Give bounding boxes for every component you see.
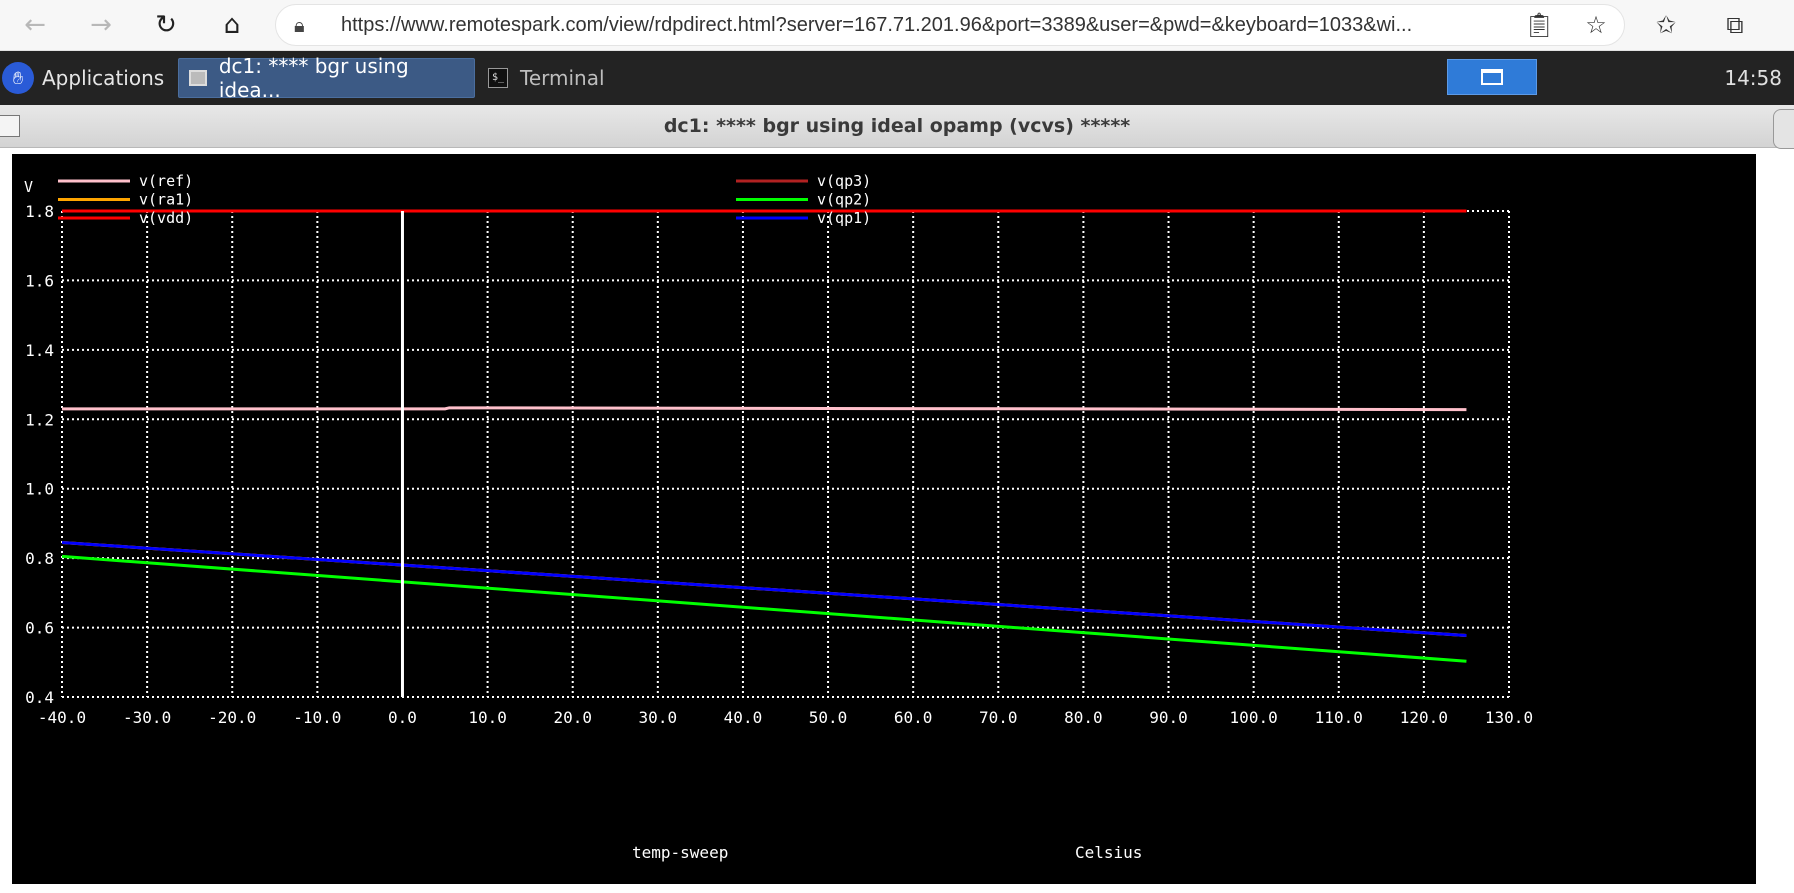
x-tick-label: -40.0 <box>38 708 86 727</box>
taskbar-item-dc1[interactable]: dc1: **** bgr using idea... <box>178 54 475 102</box>
show-desktop-button[interactable] <box>1447 59 1537 95</box>
waveform-plot[interactable]: -40.0 -30.0 -20.0 -10.0 0.0 10.0 20.0 30.0 40.0 5… <box>12 154 1756 884</box>
window-control-edge[interactable] <box>1773 109 1794 149</box>
address-bar[interactable]: 🔒︎ https://www.remotespark.com/view/rdpd… <box>275 4 1625 46</box>
url-text[interactable]: https://www.remotespark.com/view/rdpdire… <box>341 14 1413 36</box>
series-line-vqp2 <box>61 554 1467 663</box>
window-icon <box>189 70 207 86</box>
add-favorite-icon[interactable]: ☆ <box>1585 11 1607 39</box>
browser-toolbar: ← → ↻ ⌂ 🔒︎ https://www.remotespark.com/v… <box>0 0 1794 51</box>
y-tick-label: 1.8 <box>25 202 54 221</box>
x-tick-label: 100.0 <box>1230 708 1278 727</box>
window-title: dc1: **** bgr using ideal opamp (vcvs) *… <box>663 115 1131 137</box>
y-tick-label: 1.4 <box>25 341 54 360</box>
applications-menu[interactable]: ✋︎ Applications <box>0 51 164 105</box>
applications-label: Applications <box>42 66 165 90</box>
back-icon[interactable]: ← <box>24 10 46 40</box>
x-tick-label: -20.0 <box>208 708 256 727</box>
series-lines <box>61 209 1467 663</box>
home-icon[interactable]: ⌂ <box>223 10 241 40</box>
y-tick-label: 0.4 <box>25 688 54 707</box>
x-tick-label: 120.0 <box>1400 708 1448 727</box>
desktop-panel: ✋︎ Applications dc1: **** bgr using idea… <box>0 51 1794 105</box>
legend: v(ref)v(ra1)v(vdd) v(qp3)v(qp2)v(qp1) <box>58 172 871 227</box>
x-axis-label: temp-sweep <box>632 843 728 862</box>
window-titlebar[interactable]: dc1: **** bgr using ideal opamp (vcvs) *… <box>0 105 1794 149</box>
legend-label: v(vdd) <box>139 209 193 227</box>
x-tick-label: 90.0 <box>1149 708 1188 727</box>
series-line-vref <box>62 406 1467 412</box>
x-tick-label: 60.0 <box>894 708 933 727</box>
x-tick-label: 50.0 <box>809 708 848 727</box>
reload-icon[interactable]: ↻ <box>155 10 177 40</box>
plot-window: -40.0 -30.0 -20.0 -10.0 0.0 10.0 20.0 30.0 40.0 5… <box>12 154 1756 884</box>
y-tick-label: 0.8 <box>25 549 54 568</box>
taskbar-item-label: dc1: **** bgr using idea... <box>218 54 409 102</box>
window-menu-icon[interactable] <box>0 115 20 137</box>
legend-label: v(ra1) <box>139 191 193 209</box>
clock: 14:58 <box>1724 66 1782 90</box>
desktop-icon <box>1481 69 1503 85</box>
forward-icon[interactable]: → <box>90 10 112 40</box>
x-tick-label: 70.0 <box>979 708 1018 727</box>
x-tick-label: -30.0 <box>123 708 171 727</box>
y-tick-label: 1.6 <box>25 271 54 290</box>
x-tick-label: 110.0 <box>1315 708 1363 727</box>
x-tick-label: -10.0 <box>293 708 341 727</box>
x-tick-label: 130.0 <box>1485 708 1533 727</box>
y-axis-label: V <box>24 178 33 196</box>
x-axis-unit-label: Celsius <box>1075 843 1142 862</box>
x-tick-label: 0.0 <box>388 708 417 727</box>
x-tick-label: 40.0 <box>724 708 763 727</box>
terminal-icon: $_ <box>488 68 508 88</box>
x-tick-label: 30.0 <box>639 708 678 727</box>
y-tick-label: 1.2 <box>25 410 54 429</box>
legend-label: v(qp3) <box>817 172 871 190</box>
taskbar-item-label: Terminal <box>520 66 605 90</box>
lock-icon: 🔒︎ <box>294 13 305 37</box>
series-line-vqp1 <box>61 541 1467 638</box>
x-tick-label: 20.0 <box>553 708 592 727</box>
collections-icon[interactable]: ⧉ <box>1726 11 1744 39</box>
y-tick-label: 0.6 <box>25 619 54 638</box>
clipboard-icon[interactable]: 📋︎ <box>1523 11 1555 39</box>
grid <box>61 210 1510 698</box>
taskbar-item-terminal[interactable]: $_ Terminal <box>478 58 778 98</box>
legend-label: v(qp2) <box>817 191 871 209</box>
tick-labels: -40.0 -30.0 -20.0 -10.0 0.0 10.0 20.0 30.0 40.0 5… <box>25 202 1533 727</box>
legend-label: v(qp1) <box>817 209 871 227</box>
favorites-icon[interactable]: ✩ <box>1655 11 1677 39</box>
xfce-logo-icon: ✋︎ <box>2 62 34 94</box>
x-tick-label: 10.0 <box>468 708 507 727</box>
legend-label: v(ref) <box>139 172 193 190</box>
y-tick-label: 1.0 <box>25 480 54 499</box>
x-tick-label: 80.0 <box>1064 708 1103 727</box>
